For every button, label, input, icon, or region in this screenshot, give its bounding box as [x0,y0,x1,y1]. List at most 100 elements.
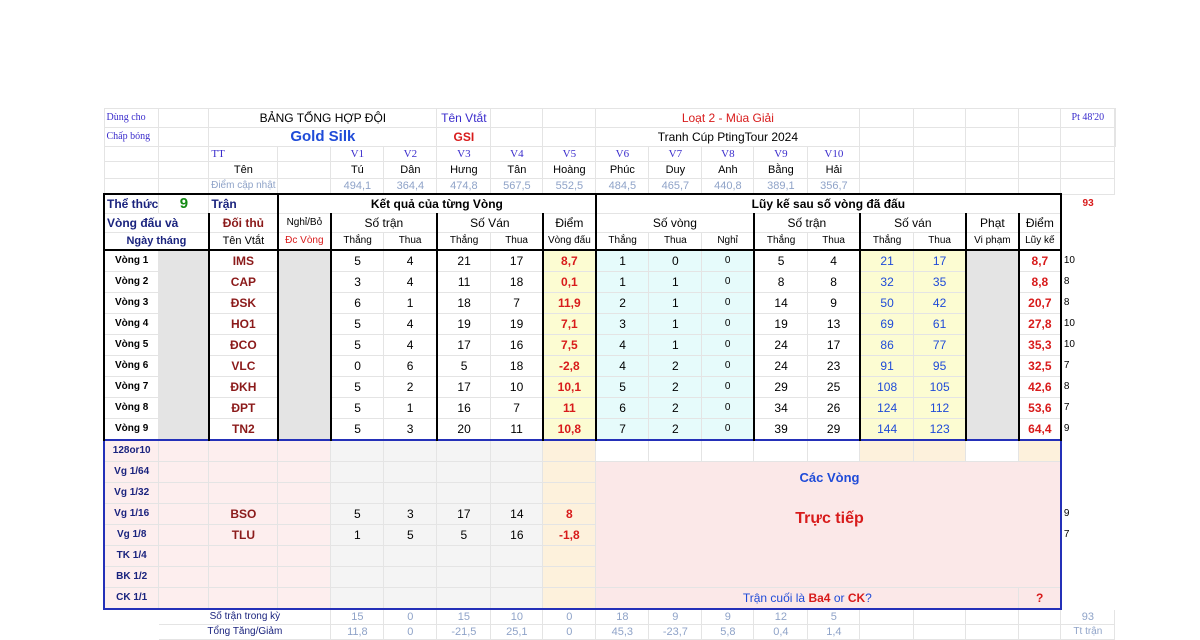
diem-label: Điểm [541,213,597,233]
knockout-nghi [277,587,332,610]
section-right-title: Lũy kế sau số vòng đã đấu [595,193,1062,214]
ba4-label: Ba4 [808,591,831,605]
blank [1018,161,1062,179]
team-summary-table: Dùng cho BẢNG TỔNG HỢP ĐỘI Tên Vtắt Loạt 2 … [103,108,1117,640]
table-row: Thể thức 9 Trận Kết quả của từng Vòng Lũy kế… [103,193,1116,214]
knockout-nghi [277,461,332,483]
knockout-st-thua: 3 [383,503,438,525]
round-points: 8,7 [541,249,597,272]
blank [1060,146,1116,162]
knockout-st-thang [330,461,385,483]
table-row: Vòng 6 VLC 0 6 5 18 -2,8 4 2 0 24 23 91 95 32,5 7 [103,355,1116,377]
team-name: Gold Silk [208,127,438,147]
knockout-st-thua: 5 [383,524,438,546]
opponent: ĐKH [207,376,279,398]
cum-so-tran-thang: 34 [752,397,809,419]
player-name: Duy [648,161,703,179]
player-points: 484,5 [595,178,650,195]
table-row: Vg 1/64 [103,461,1116,588]
cum-so-van-thua: 123 [913,418,967,441]
cum-so-van-thang: 32 [858,271,915,293]
tt-tran-label: Tt trận [1060,624,1116,640]
cum-empty [807,439,861,462]
so-tran-value: 18 [595,608,650,625]
blank [913,608,967,625]
cum-points: 53,6 [1017,397,1062,419]
knockout-st-thang [330,566,385,588]
side-value [1060,566,1116,588]
knockout-sv-thua: 14 [490,503,544,525]
round-label: Vòng 6 [103,355,160,377]
the-thuc-label: Thể thức [103,193,160,214]
cum-so-tran-thua: 17 [807,334,861,356]
side-value: 8 [1060,271,1116,293]
side-value: 7 [1060,524,1116,546]
player-points: 465,7 [648,178,703,195]
tong-value: 0,4 [753,624,809,640]
table-row: Vòng đấu và Đối thủ Nghỉ/Bỏ Số trận Số Ván Đi… [103,213,1116,233]
player-code: V6 [595,146,650,162]
knockout-opponent [208,587,279,610]
so-tran-thua: 4 [383,334,438,356]
player-name: Bằng [753,161,809,179]
knockout-st-thua [383,461,438,483]
blank [542,127,597,147]
cum-so-van-thua: 17 [913,249,967,272]
player-code: V8 [701,146,755,162]
knockout-sv-thang [436,439,492,462]
so-tran-thang: 3 [329,271,385,293]
blank [965,624,1020,640]
qmark-label: ? [865,591,872,605]
cum-so-vong-thua: 1 [648,313,703,335]
cum-so-vong-thang: 4 [595,334,650,356]
table-row: Ngày tháng Tên Vtắt Đc Vòng Thắng Thua Thắng T… [103,232,1116,251]
blank [965,608,1020,625]
blank [965,127,1020,147]
opponent: IMS [207,249,279,272]
so-tran-trong-ky-label: Số trận trong kỳ [158,608,332,625]
round-label: Vòng 5 [103,334,160,356]
knockout-label: Vg 1/32 [103,482,160,504]
side-value [1060,461,1116,483]
cum-so-vong-thang: 1 [595,249,650,272]
cum-so-van-thua: 95 [913,355,967,377]
cum-so-vong-thua: 2 [648,418,703,441]
blank [103,146,160,162]
knockout-nghi [277,439,332,462]
so-tran-thang: 5 [329,313,385,335]
blank [1060,232,1116,251]
blank [1114,127,1117,147]
knockout-points: 8 [542,503,597,525]
cum-empty [701,439,755,462]
table-row: Dùng cho BẢNG TỔNG HỢP ĐỘI Tên Vtắt Loạt 2 … [103,108,1117,128]
cum-points: 64,4 [1017,418,1062,441]
round-date [158,418,210,441]
cum-phat [964,292,1020,314]
cum-points: 8,8 [1017,271,1062,293]
blank [1060,178,1116,195]
knockout-st-thang: 5 [330,503,385,525]
blank [1114,624,1117,640]
table-row: Điểm cập nhật 494,1 364,4 474,8 567,5 552,5 48… [103,178,1116,195]
cum-so-tran-thang: 14 [752,292,809,314]
tong-value: 5,8 [701,624,755,640]
nghi-bo [276,249,332,272]
knockout-st-thua [383,439,438,462]
tong-value: 0 [542,624,597,640]
knockout-sv-thua [490,461,544,483]
blank [277,161,332,179]
player-name: Hưng [436,161,492,179]
cum-nghi: 0 [701,249,755,272]
player-code: V2 [383,146,438,162]
knockout-points [542,545,597,567]
table-row: Vg 1/32 [103,482,1116,504]
knockout-label: Vg 1/16 [103,503,160,525]
table-row: Vòng 9 TN2 5 3 20 11 10,8 7 2 0 39 29 144 123 64,4 9 [103,418,1116,441]
knockout-label: CK 1/1 [103,587,160,610]
knockout-sv-thua [490,587,544,610]
cum-so-tran-thua: 29 [807,418,861,441]
cum-nghi: 0 [701,313,755,335]
luy-ke-label: Lũy kế [1017,232,1062,251]
knockout-points [542,566,597,588]
cum-points: 27,8 [1017,313,1062,335]
